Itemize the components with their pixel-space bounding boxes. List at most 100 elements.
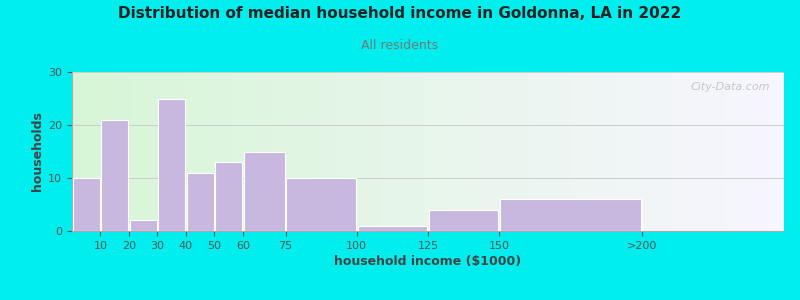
Bar: [606, 72, 609, 231]
Bar: [713, 72, 716, 231]
Bar: [602, 72, 604, 231]
Bar: [597, 72, 599, 231]
Bar: [430, 72, 434, 231]
Bar: [779, 72, 782, 231]
Bar: [570, 72, 574, 231]
Bar: [345, 72, 348, 231]
Bar: [82, 72, 85, 231]
Bar: [658, 72, 662, 231]
Bar: [266, 72, 270, 231]
Bar: [134, 72, 137, 231]
Bar: [72, 72, 75, 231]
Bar: [215, 162, 242, 231]
Bar: [708, 72, 711, 231]
Bar: [644, 72, 647, 231]
Bar: [563, 72, 566, 231]
Bar: [330, 72, 334, 231]
Bar: [770, 72, 773, 231]
Bar: [153, 72, 156, 231]
Bar: [388, 72, 390, 231]
Bar: [74, 72, 78, 231]
Bar: [359, 72, 362, 231]
Bar: [587, 72, 590, 231]
Bar: [760, 72, 763, 231]
Bar: [613, 72, 616, 231]
Bar: [160, 72, 163, 231]
Bar: [566, 72, 569, 231]
Bar: [604, 72, 606, 231]
Bar: [126, 72, 130, 231]
Bar: [136, 72, 139, 231]
Bar: [302, 72, 306, 231]
Bar: [406, 72, 410, 231]
Bar: [594, 72, 598, 231]
Bar: [475, 72, 478, 231]
Bar: [394, 72, 398, 231]
Bar: [516, 72, 519, 231]
Bar: [219, 72, 222, 231]
Bar: [352, 72, 355, 231]
Bar: [200, 72, 203, 231]
Bar: [777, 72, 780, 231]
Bar: [478, 72, 481, 231]
Bar: [684, 72, 687, 231]
Bar: [243, 72, 246, 231]
Bar: [739, 72, 742, 231]
Bar: [117, 72, 120, 231]
Bar: [386, 72, 388, 231]
Bar: [774, 72, 778, 231]
Bar: [691, 72, 694, 231]
Bar: [354, 72, 358, 231]
Bar: [333, 72, 336, 231]
Bar: [358, 226, 427, 231]
Bar: [295, 72, 298, 231]
Bar: [642, 72, 645, 231]
Bar: [590, 72, 593, 231]
Bar: [326, 72, 329, 231]
Bar: [542, 72, 545, 231]
Bar: [319, 72, 322, 231]
Bar: [357, 72, 360, 231]
Bar: [350, 72, 353, 231]
Bar: [241, 72, 243, 231]
Bar: [165, 72, 168, 231]
Bar: [393, 72, 395, 231]
Bar: [310, 72, 313, 231]
Bar: [286, 72, 289, 231]
Bar: [264, 72, 267, 231]
Y-axis label: households: households: [31, 112, 44, 191]
Bar: [625, 72, 628, 231]
Bar: [523, 72, 526, 231]
Bar: [426, 72, 429, 231]
Bar: [86, 72, 90, 231]
Bar: [651, 72, 654, 231]
Bar: [654, 72, 657, 231]
Bar: [521, 72, 524, 231]
Bar: [551, 72, 554, 231]
Bar: [715, 72, 718, 231]
Bar: [701, 72, 704, 231]
Bar: [96, 72, 99, 231]
Bar: [480, 72, 483, 231]
Bar: [698, 72, 702, 231]
Bar: [592, 72, 595, 231]
Bar: [224, 72, 227, 231]
Bar: [314, 72, 317, 231]
Bar: [202, 72, 206, 231]
Bar: [694, 72, 697, 231]
Bar: [141, 72, 144, 231]
Bar: [582, 72, 586, 231]
Bar: [101, 120, 128, 231]
Bar: [328, 72, 331, 231]
Bar: [300, 72, 303, 231]
Bar: [749, 72, 751, 231]
Bar: [374, 72, 377, 231]
Bar: [677, 72, 680, 231]
Bar: [762, 72, 766, 231]
Bar: [497, 72, 500, 231]
Bar: [509, 72, 512, 231]
Bar: [689, 72, 692, 231]
Bar: [278, 72, 282, 231]
Bar: [492, 72, 495, 231]
Bar: [371, 72, 374, 231]
